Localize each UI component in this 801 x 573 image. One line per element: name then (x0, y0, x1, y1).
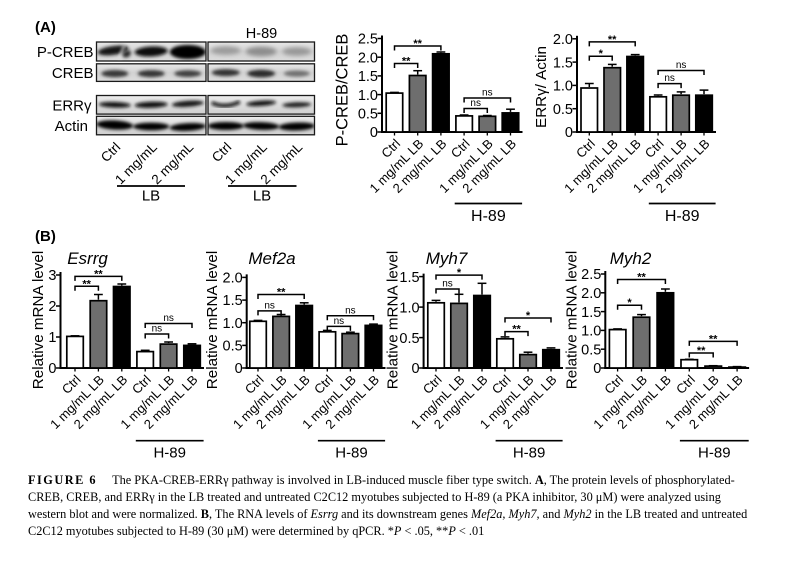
svg-text:P-CREB/CREB: P-CREB/CREB (334, 34, 352, 147)
svg-text:0.5: 0.5 (399, 331, 419, 347)
svg-text:1: 1 (48, 330, 56, 346)
svg-text:LB: LB (142, 188, 160, 205)
svg-text:2.0: 2.0 (581, 286, 601, 302)
svg-text:(B): (B) (35, 228, 56, 245)
svg-text:ns: ns (345, 305, 356, 316)
svg-text:**: ** (277, 287, 286, 299)
svg-text:LB: LB (253, 188, 271, 205)
svg-text:CREB: CREB (52, 65, 94, 82)
svg-text:1.0: 1.0 (553, 79, 573, 95)
svg-text:H-89: H-89 (153, 445, 186, 462)
svg-text:ns: ns (676, 60, 687, 71)
svg-text:**: ** (82, 278, 91, 290)
svg-text:H-89: H-89 (335, 445, 368, 462)
svg-text:ns: ns (442, 279, 453, 290)
svg-text:**: ** (512, 324, 521, 336)
svg-text:ns: ns (152, 324, 163, 335)
svg-text:0.5: 0.5 (223, 339, 243, 355)
svg-text:P-CREB: P-CREB (37, 44, 94, 61)
svg-text:ns: ns (264, 300, 275, 311)
svg-text:Relative mRNA level: Relative mRNA level (385, 251, 402, 389)
svg-text:1.5: 1.5 (581, 305, 601, 321)
svg-text:0: 0 (235, 361, 243, 377)
svg-text:H-89: H-89 (246, 26, 277, 42)
svg-text:**: ** (637, 272, 646, 284)
svg-text:2.0: 2.0 (223, 271, 243, 287)
svg-text:Myh7: Myh7 (426, 249, 468, 268)
svg-text:Ctrl: Ctrl (98, 140, 123, 165)
svg-text:**: ** (413, 38, 422, 50)
svg-text:*: * (457, 267, 462, 279)
svg-text:Relative mRNA level: Relative mRNA level (204, 251, 221, 389)
svg-text:ns: ns (664, 73, 675, 84)
svg-text:2.5: 2.5 (358, 32, 378, 48)
svg-text:2.0: 2.0 (358, 50, 378, 66)
svg-text:ns: ns (482, 88, 493, 99)
svg-text:0: 0 (412, 361, 420, 377)
svg-text:Relative mRNA level: Relative mRNA level (564, 251, 581, 389)
svg-text:1.5: 1.5 (553, 55, 573, 71)
svg-text:2: 2 (48, 299, 56, 315)
svg-text:0: 0 (565, 125, 573, 141)
svg-text:2.5: 2.5 (581, 267, 601, 283)
svg-text:1.5: 1.5 (223, 293, 243, 309)
svg-text:ns: ns (470, 98, 481, 109)
svg-text:1.0: 1.0 (223, 316, 243, 332)
svg-text:2.0: 2.0 (553, 32, 573, 48)
svg-text:**: ** (402, 56, 411, 68)
svg-text:1.0: 1.0 (581, 324, 601, 340)
svg-text:*: * (526, 310, 531, 322)
svg-text:0.5: 0.5 (358, 107, 378, 123)
svg-text:H-89: H-89 (698, 445, 731, 462)
svg-text:ERRγ: ERRγ (52, 97, 92, 114)
svg-text:1.0: 1.0 (399, 300, 419, 316)
svg-text:H-89: H-89 (471, 208, 506, 225)
svg-text:0: 0 (593, 361, 601, 377)
svg-text:H-89: H-89 (665, 208, 700, 225)
svg-text:Ctrl: Ctrl (209, 140, 234, 165)
svg-text:*: * (627, 297, 632, 309)
svg-text:0.5: 0.5 (553, 102, 573, 118)
svg-text:1.0: 1.0 (358, 88, 378, 104)
svg-text:ns: ns (163, 313, 174, 324)
svg-text:ERRγ/ Actin: ERRγ/ Actin (533, 46, 550, 128)
svg-text:0: 0 (370, 125, 378, 141)
svg-text:1.5: 1.5 (358, 69, 378, 85)
svg-text:ns: ns (334, 316, 345, 327)
svg-text:0: 0 (48, 361, 56, 377)
svg-text:H-89: H-89 (513, 445, 546, 462)
svg-text:Actin: Actin (55, 118, 88, 135)
svg-text:0.5: 0.5 (581, 342, 601, 358)
svg-text:(A): (A) (35, 19, 56, 36)
svg-text:Myh2: Myh2 (610, 249, 652, 268)
svg-text:3: 3 (48, 268, 56, 284)
svg-text:**: ** (608, 34, 617, 46)
svg-text:Mef2a: Mef2a (248, 249, 295, 268)
svg-text:Esrrg: Esrrg (67, 249, 108, 268)
svg-text:**: ** (94, 268, 103, 280)
svg-text:1.5: 1.5 (399, 270, 419, 286)
svg-text:*: * (599, 48, 604, 60)
svg-text:**: ** (709, 333, 718, 345)
svg-text:**: ** (697, 345, 706, 357)
svg-text:Relative mRNA level: Relative mRNA level (30, 251, 47, 389)
